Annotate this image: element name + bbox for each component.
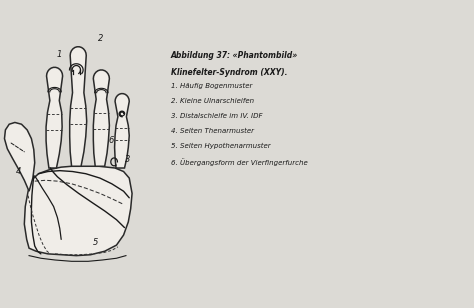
Polygon shape (24, 166, 132, 256)
Text: Abbildung 37: «Phantombild»: Abbildung 37: «Phantombild» (171, 51, 298, 60)
Polygon shape (115, 94, 129, 168)
Text: 2. Kleine Ulnarschleifen: 2. Kleine Ulnarschleifen (171, 98, 254, 104)
Text: 6. Übergangsform der Vierfingerfurche: 6. Übergangsform der Vierfingerfurche (171, 158, 308, 166)
Text: 5. Selten Hypothenarmuster: 5. Selten Hypothenarmuster (171, 143, 271, 149)
Text: 1. Häufig Bogenmuster: 1. Häufig Bogenmuster (171, 83, 252, 89)
Text: Klinefelter-Syndrom (XXY).: Klinefelter-Syndrom (XXY). (171, 68, 287, 77)
Text: 4. Selten Thenarmuster: 4. Selten Thenarmuster (171, 128, 254, 134)
Polygon shape (70, 47, 87, 166)
Text: 4: 4 (16, 167, 21, 176)
Text: 2: 2 (98, 34, 103, 43)
Text: 1: 1 (56, 50, 62, 59)
Text: 3. Distalschleife im IV. IDF: 3. Distalschleife im IV. IDF (171, 113, 262, 119)
Text: 3: 3 (125, 155, 130, 164)
Polygon shape (4, 123, 35, 191)
Polygon shape (46, 67, 63, 168)
Text: 5: 5 (93, 238, 98, 247)
Polygon shape (93, 70, 109, 166)
Text: 6: 6 (109, 136, 114, 145)
